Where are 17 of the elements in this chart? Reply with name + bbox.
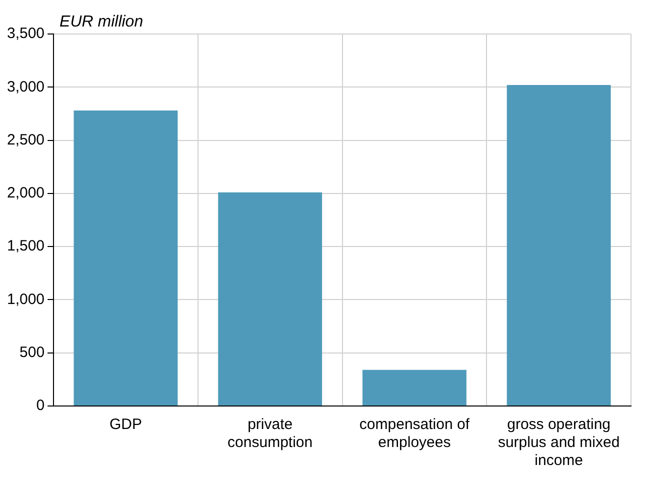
y-tick-label: 500 xyxy=(20,344,45,361)
bar xyxy=(74,110,178,406)
y-tick-label: 3,500 xyxy=(6,25,45,42)
bar xyxy=(362,370,466,406)
y-tick-label: 3,000 xyxy=(6,78,45,96)
x-tick-label: private consumption xyxy=(228,416,313,452)
bar xyxy=(506,85,611,406)
y-axis-title: EUR million xyxy=(60,13,144,30)
y-tick-label: 0 xyxy=(36,397,45,414)
y-tick-label: 2,000 xyxy=(6,184,45,202)
y-tick-label: 2,500 xyxy=(6,131,45,148)
y-tick-label: 1,500 xyxy=(6,238,45,255)
x-tick-label: gross operating surplus and mixed income xyxy=(498,416,620,470)
x-tick-label: GDP xyxy=(109,416,142,434)
y-tick-label: 1,000 xyxy=(6,290,45,308)
bar xyxy=(218,192,322,406)
x-tick-label: compensation of employees xyxy=(359,416,470,452)
